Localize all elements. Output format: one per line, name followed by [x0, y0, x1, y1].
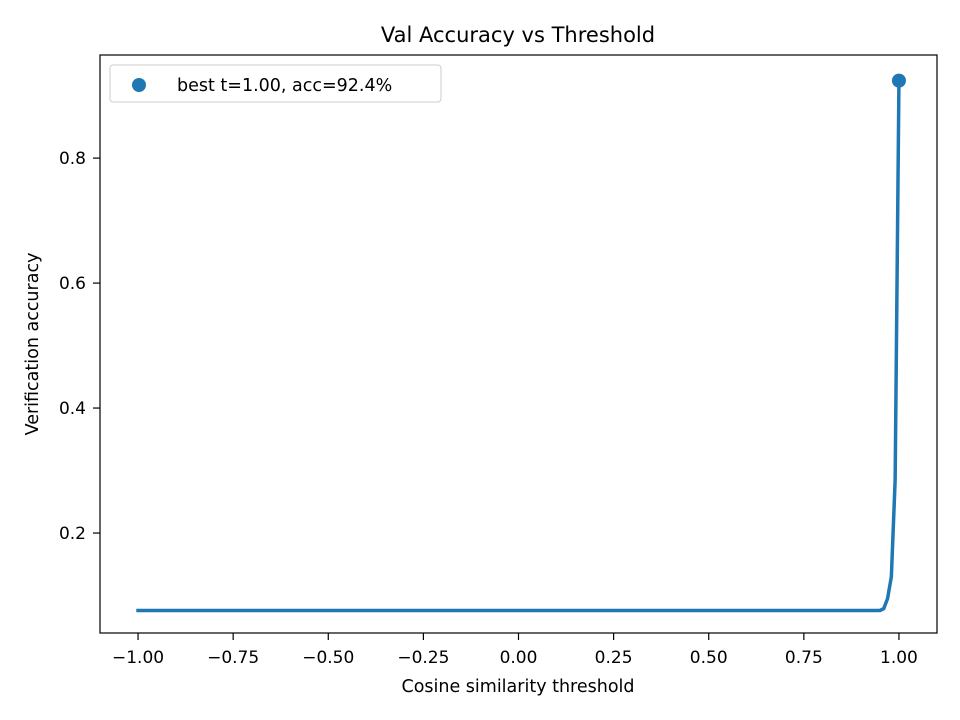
legend-label: best t=1.00, acc=92.4%	[177, 76, 392, 96]
x-tick-label: 1.00	[880, 648, 918, 668]
x-tick-label: 0.25	[595, 648, 633, 668]
accuracy-series-line	[136, 78, 901, 613]
x-tick-label: −0.50	[302, 648, 354, 668]
chart-title: Val Accuracy vs Threshold	[381, 23, 655, 47]
y-tick-label: 0.2	[59, 524, 86, 544]
x-tick-label: 0.50	[690, 648, 728, 668]
y-tick-label: 0.8	[59, 149, 86, 169]
x-tick-label: 0.75	[785, 648, 823, 668]
x-tick-label: −0.75	[207, 648, 259, 668]
series-layer	[136, 73, 906, 613]
x-tick-label: 0.00	[500, 648, 538, 668]
y-axis-label: Verification accuracy	[23, 253, 43, 436]
y-axis-ticks: 0.2 0.4 0.6 0.8	[59, 149, 100, 544]
legend-frame	[109, 64, 442, 103]
y-tick-label: 0.4	[59, 399, 86, 419]
x-axis-ticks: −1.00 −0.75 −0.50 −0.25 0.00 0.25 0.50 0.75 1.00	[112, 633, 918, 668]
x-axis-label: Cosine similarity threshold	[401, 677, 634, 697]
best-threshold-point	[891, 73, 906, 88]
x-tick-label: −1.00	[112, 648, 164, 668]
x-tick-label: −0.25	[397, 648, 449, 668]
legend: best t=1.00, acc=92.4%	[109, 64, 442, 103]
legend-marker	[132, 78, 146, 92]
y-tick-label: 0.6	[59, 274, 86, 294]
